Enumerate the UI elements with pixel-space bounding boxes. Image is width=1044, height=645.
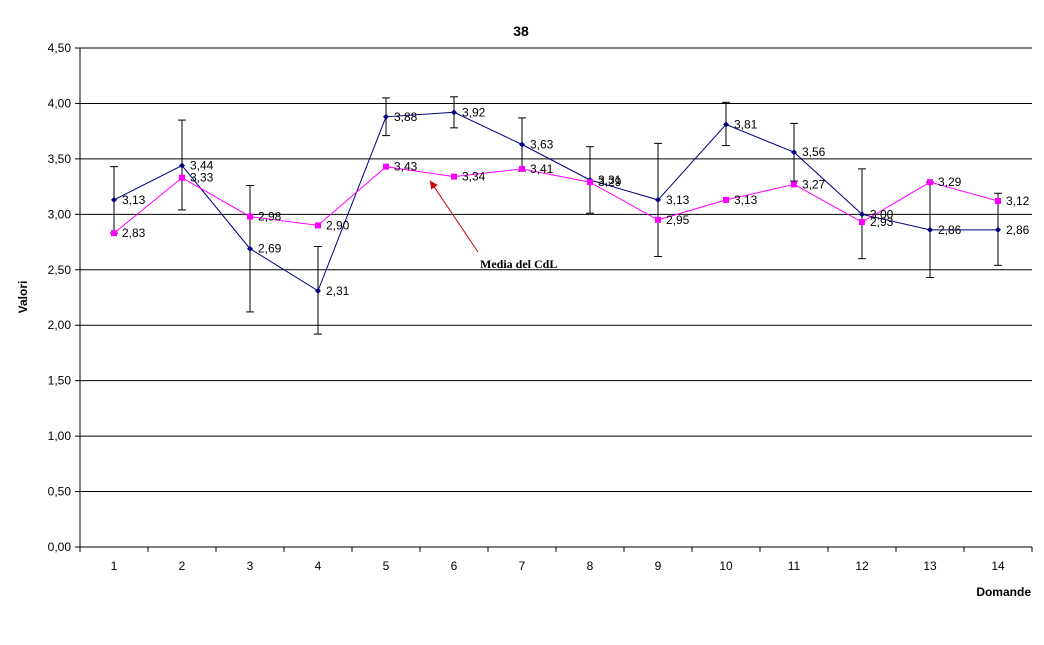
series-1-point bbox=[247, 213, 253, 220]
y-tick-label: 0,00 bbox=[48, 540, 72, 554]
data-label: 3,56 bbox=[802, 145, 826, 159]
x-tick-label: 9 bbox=[655, 559, 662, 573]
data-label: 3,13 bbox=[122, 193, 146, 207]
y-tick-label: 2,00 bbox=[48, 318, 72, 332]
y-tick-labels: 0,00 0,50 1,00 1,50 2,00 2,50 3,00 3,50 4,00 4,50 bbox=[48, 41, 72, 554]
x-tick-label: 7 bbox=[519, 559, 526, 573]
series-line-1 bbox=[113, 166, 999, 234]
axes bbox=[75, 47, 1033, 552]
data-label: 3,33 bbox=[190, 171, 214, 185]
series-0-point bbox=[451, 109, 457, 116]
annotation: Media del CdL bbox=[429, 180, 557, 271]
data-label: 3,00 bbox=[870, 207, 894, 221]
series-0-point bbox=[519, 141, 525, 148]
data-label: 2,90 bbox=[326, 218, 350, 232]
series-1-point bbox=[451, 173, 457, 180]
series-0-point bbox=[791, 149, 797, 156]
data-label: 3,63 bbox=[530, 137, 554, 151]
series-0-point bbox=[859, 211, 865, 218]
data-label: 3,34 bbox=[462, 170, 486, 184]
series-1-point bbox=[587, 179, 593, 186]
x-tick-label: 8 bbox=[587, 559, 594, 573]
data-label: 2,98 bbox=[258, 210, 282, 224]
data-label: 2,95 bbox=[666, 213, 690, 227]
series-0-point bbox=[927, 226, 933, 233]
series-0-point bbox=[111, 196, 117, 203]
data-label: 2,93 bbox=[870, 215, 894, 229]
series-markers bbox=[111, 109, 1001, 294]
series-1-point bbox=[723, 196, 729, 203]
annotation-arrow bbox=[429, 180, 479, 253]
data-label: 3,88 bbox=[394, 110, 418, 124]
series-0-point bbox=[723, 121, 729, 128]
data-label: 3,31 bbox=[598, 173, 622, 187]
x-tick-label: 11 bbox=[788, 559, 801, 573]
series-1-point bbox=[995, 198, 1001, 205]
x-tick-label: 4 bbox=[315, 559, 322, 573]
data-label: 3,81 bbox=[734, 118, 758, 132]
data-label: 3,29 bbox=[938, 175, 962, 189]
series-0-point bbox=[383, 113, 389, 120]
y-tick-label: 2,50 bbox=[48, 263, 72, 277]
data-label: 3,29 bbox=[598, 175, 622, 189]
series-1-point bbox=[383, 163, 389, 170]
y-tick-label: 4,00 bbox=[48, 96, 72, 110]
gridlines bbox=[80, 47, 1032, 493]
series-0-point bbox=[179, 162, 185, 169]
x-tick-label: 12 bbox=[855, 559, 869, 573]
series-0-point bbox=[995, 226, 1001, 233]
data-label: 3,41 bbox=[530, 162, 554, 176]
x-tick-label: 1 bbox=[111, 559, 118, 573]
data-labels: 3,13 3,44 2,69 2,31 3,88 3,92 3,63 3,31 3,13 3,81… bbox=[122, 105, 1030, 298]
data-label: 3,13 bbox=[666, 193, 690, 207]
x-tick-label: 6 bbox=[451, 559, 458, 573]
y-axis-label: Valori bbox=[16, 281, 30, 314]
series-0-point bbox=[247, 245, 253, 252]
series-line-0 bbox=[113, 111, 998, 292]
x-tick-labels: 1 2 3 4 5 6 7 8 9 10 11 12 13 14 bbox=[111, 559, 1005, 573]
series-1-point bbox=[791, 181, 797, 188]
y-tick-label: 4,50 bbox=[48, 41, 72, 55]
data-label: 3,27 bbox=[802, 177, 826, 191]
series-lines bbox=[113, 111, 999, 292]
data-label: 2,31 bbox=[326, 284, 350, 298]
series-1-point bbox=[927, 179, 933, 186]
annotation-arrowhead bbox=[430, 180, 438, 190]
y-tick-label: 3,00 bbox=[48, 207, 72, 221]
series-0-point bbox=[655, 196, 661, 203]
data-label: 3,13 bbox=[734, 193, 758, 207]
x-tick-label: 2 bbox=[179, 559, 186, 573]
series-1-point bbox=[519, 165, 525, 172]
chart-title: 38 bbox=[513, 23, 529, 39]
x-tick-label: 5 bbox=[383, 559, 390, 573]
x-tick-label: 3 bbox=[247, 559, 254, 573]
y-tick-label: 1,00 bbox=[48, 429, 72, 443]
x-tick-label: 10 bbox=[719, 559, 733, 573]
data-label: 2,69 bbox=[258, 242, 282, 256]
y-tick-label: 3,50 bbox=[48, 152, 72, 166]
x-tick-label: 13 bbox=[923, 559, 937, 573]
data-label: 2,86 bbox=[938, 223, 962, 237]
x-axis-label: Domande bbox=[976, 585, 1031, 599]
y-tick-label: 0,50 bbox=[48, 485, 72, 499]
data-label: 2,86 bbox=[1006, 223, 1030, 237]
data-label: 3,12 bbox=[1006, 194, 1030, 208]
series-1-point bbox=[859, 219, 865, 226]
data-label: 3,92 bbox=[462, 105, 486, 119]
series-0-point bbox=[315, 287, 321, 294]
data-label: 2,83 bbox=[122, 226, 146, 240]
annotation-text: Media del CdL bbox=[480, 257, 557, 271]
data-label: 3,43 bbox=[394, 160, 418, 174]
data-label: 3,44 bbox=[190, 159, 214, 173]
series-1-point bbox=[179, 174, 185, 181]
series-1-point bbox=[315, 222, 321, 229]
x-tick-label: 14 bbox=[991, 559, 1005, 573]
series-1-point bbox=[655, 216, 661, 223]
series-1-point bbox=[111, 230, 117, 237]
y-tick-label: 1,50 bbox=[48, 374, 72, 388]
